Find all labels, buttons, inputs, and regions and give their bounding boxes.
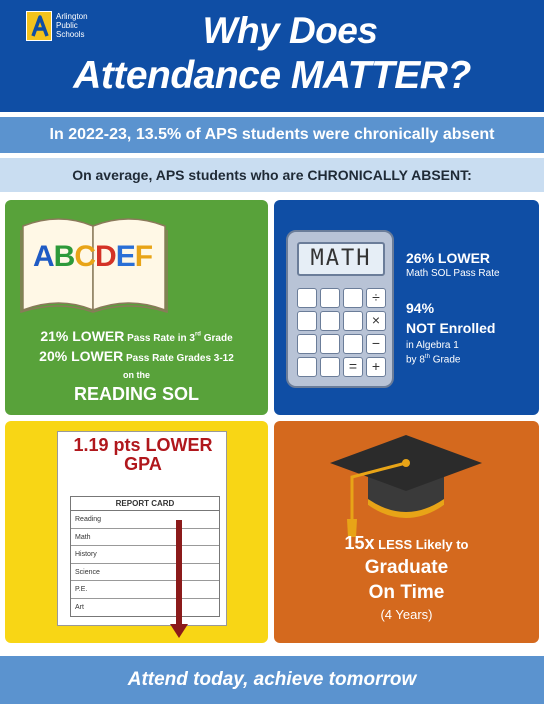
abc-letters: ABCDEF	[33, 240, 153, 274]
logo-a-icon	[26, 11, 52, 41]
letter-c: C	[74, 240, 96, 273]
reading-stat-1-big: 21% LOWER	[40, 328, 125, 344]
report-card-title: REPORT CARD	[71, 497, 219, 511]
divide-key: ÷	[366, 288, 386, 308]
arrow-head-icon	[170, 624, 188, 638]
logo-text: Arlington Public Schools	[56, 12, 88, 39]
subject-row: Reading	[71, 511, 219, 529]
graduate-stat-small: LESS Likely to	[374, 537, 469, 552]
grade-sup: th	[424, 354, 430, 360]
down-arrow-icon	[176, 520, 182, 630]
title-line-2: Attendance MATTER?	[73, 54, 471, 97]
math-stat-2-detail-2: by 8th Grade	[406, 354, 461, 365]
report-card-icon: 1.19 pts LOWER GPA REPORT CARD Reading M…	[57, 431, 227, 638]
graduate-line-4: (4 Years)	[380, 607, 433, 622]
graduation-panel: 15x LESS Likely to Graduate On Time (4 Y…	[274, 421, 539, 643]
reading-stat-2-small: Pass Rate Grades 3-12	[123, 353, 234, 364]
reading-stat-1-sup: rd	[194, 331, 201, 338]
title-line-1: Why Does	[202, 10, 378, 51]
reading-stat-1: 21% LOWER Pass Rate in 3rd Grade	[5, 328, 268, 344]
aps-logo: Arlington Public Schools	[26, 11, 126, 51]
letter-b: B	[53, 240, 76, 273]
on-the-label: on the	[123, 370, 150, 380]
letter-e: E	[115, 240, 136, 273]
reading-stat-2-big: 20% LOWER	[39, 348, 124, 364]
math-stat-2-big: NOT Enrolled	[406, 320, 496, 336]
subject-row: Math	[71, 529, 219, 546]
letter-f: F	[134, 240, 153, 273]
logo-line-3: Schools	[56, 30, 85, 39]
subject-row: History	[71, 546, 219, 564]
letter-a: A	[33, 240, 55, 273]
math-stat-2-detail-1: in Algebra 1	[406, 340, 459, 351]
math-panel: MATH ÷ × − = + 26% LOWER Math SOL Pass R…	[274, 200, 539, 415]
gpa-stat-line-2: GPA	[124, 454, 162, 474]
book-icon: ABCDEF	[19, 208, 169, 314]
graduation-cap-icon	[330, 435, 482, 537]
gpa-panel: 1.19 pts LOWER GPA REPORT CARD Reading M…	[5, 421, 268, 643]
gpa-stat-line-1: 1.19 pts LOWER	[73, 435, 213, 455]
gpa-stat: 1.19 pts LOWER GPA	[68, 436, 218, 474]
header-banner: Arlington Public Schools Why Does Attend…	[0, 0, 544, 112]
subject-row: Art	[75, 603, 84, 611]
math-stat-1-detail: Math SOL Pass Rate	[406, 268, 500, 279]
reading-sol-label: READING SOL	[73, 384, 199, 404]
math-stat-2-pct: 94%	[406, 300, 435, 316]
plus-key: +	[366, 357, 386, 377]
calculator-screen: MATH	[297, 242, 385, 276]
report-card-table: REPORT CARD Reading Math History Science…	[70, 496, 220, 617]
logo-line-2: Public	[56, 21, 78, 30]
subject-row: P.E.	[71, 581, 219, 599]
grade-pre: by 8	[406, 354, 425, 366]
equals-key: =	[343, 357, 363, 377]
reading-panel: ABCDEF 21% LOWER Pass Rate in 3rd Grade …	[5, 200, 268, 415]
graduate-line-3: On Time	[368, 582, 445, 603]
grade-post: Grade	[429, 354, 461, 366]
multiply-key: ×	[366, 311, 386, 331]
stat-band: In 2022-23, 13.5% of APS students were c…	[0, 117, 544, 153]
graduate-stat-1: 15x LESS Likely to	[274, 533, 539, 554]
reading-stat-1-end: Grade	[200, 333, 233, 344]
math-stat-1: 26% LOWER	[406, 250, 491, 266]
minus-key: −	[366, 334, 386, 354]
graduate-stat-big: 15x	[344, 533, 375, 553]
subheading: On average, APS students who are CHRONIC…	[0, 158, 544, 192]
subject-row: Science	[71, 564, 219, 581]
reading-stat-2: 20% LOWER Pass Rate Grades 3-12	[5, 348, 268, 364]
graduate-line-2: Graduate	[364, 557, 449, 578]
letter-d: D	[95, 240, 117, 273]
reading-stat-1-small: Pass Rate in 3	[124, 333, 195, 344]
footer-slogan: Attend today, achieve tomorrow	[0, 656, 544, 704]
calculator-icon: MATH ÷ × − = +	[286, 230, 394, 388]
logo-line-1: Arlington	[56, 12, 88, 21]
